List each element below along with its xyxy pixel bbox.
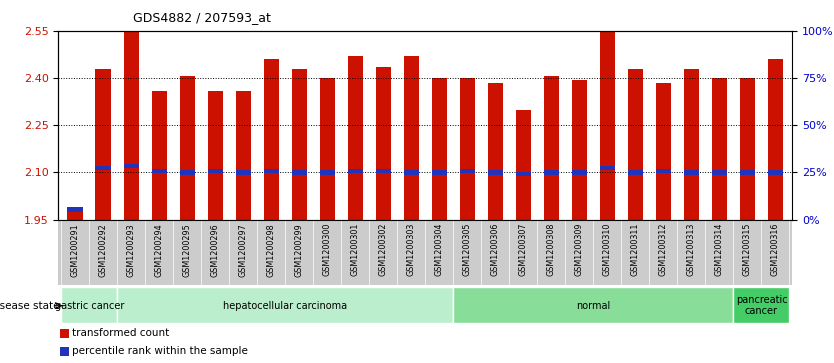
Text: GSM1200310: GSM1200310: [603, 223, 612, 276]
Bar: [600, 166, 615, 170]
Text: GSM1200304: GSM1200304: [435, 223, 444, 276]
Text: GSM1200292: GSM1200292: [98, 223, 108, 277]
Bar: [571, 170, 587, 175]
Bar: [488, 170, 503, 175]
Bar: [68, 207, 83, 212]
Text: GSM1200294: GSM1200294: [155, 223, 163, 277]
Text: GSM1200302: GSM1200302: [379, 223, 388, 276]
Bar: [264, 59, 279, 220]
Bar: [152, 169, 167, 173]
Text: GSM1200295: GSM1200295: [183, 223, 192, 277]
Text: GSM1200299: GSM1200299: [294, 223, 304, 277]
Bar: [656, 169, 671, 173]
Bar: [628, 170, 643, 175]
Text: GSM1200309: GSM1200309: [575, 223, 584, 276]
Bar: [460, 169, 475, 173]
Bar: [348, 169, 363, 173]
Bar: [544, 170, 559, 175]
Text: percentile rank within the sample: percentile rank within the sample: [73, 346, 249, 356]
Bar: [60, 347, 69, 356]
Bar: [768, 59, 783, 220]
Text: GSM1200313: GSM1200313: [687, 223, 696, 276]
Text: GSM1200307: GSM1200307: [519, 223, 528, 276]
Bar: [600, 32, 615, 220]
Bar: [432, 78, 447, 220]
Bar: [61, 287, 118, 323]
Bar: [235, 170, 251, 175]
Text: GSM1200291: GSM1200291: [71, 223, 80, 277]
Text: GSM1200303: GSM1200303: [407, 223, 416, 276]
Bar: [432, 170, 447, 175]
Bar: [152, 91, 167, 220]
Bar: [375, 67, 391, 220]
Bar: [123, 32, 139, 220]
Bar: [123, 164, 139, 168]
Text: GSM1200296: GSM1200296: [211, 223, 219, 277]
Bar: [60, 329, 69, 338]
Text: GSM1200308: GSM1200308: [547, 223, 556, 276]
Bar: [768, 170, 783, 175]
Text: GSM1200315: GSM1200315: [743, 223, 752, 276]
Text: GSM1200293: GSM1200293: [127, 223, 136, 277]
Bar: [711, 78, 727, 220]
Bar: [711, 170, 727, 175]
Bar: [404, 170, 419, 175]
Text: GSM1200297: GSM1200297: [239, 223, 248, 277]
Bar: [208, 91, 223, 220]
Text: GSM1200305: GSM1200305: [463, 223, 472, 276]
Bar: [68, 212, 83, 220]
Text: GDS4882 / 207593_at: GDS4882 / 207593_at: [133, 11, 271, 24]
Bar: [375, 169, 391, 173]
Bar: [460, 78, 475, 220]
Bar: [348, 56, 363, 220]
Bar: [96, 69, 111, 220]
Text: GSM1200298: GSM1200298: [267, 223, 276, 277]
Text: GSM1200311: GSM1200311: [631, 223, 640, 276]
Text: normal: normal: [576, 301, 610, 311]
Bar: [58, 220, 792, 285]
Text: pancreatic
cancer: pancreatic cancer: [736, 295, 787, 317]
Bar: [515, 172, 531, 176]
Bar: [628, 69, 643, 220]
Bar: [656, 83, 671, 220]
Text: GSM1200312: GSM1200312: [659, 223, 668, 276]
Bar: [404, 56, 419, 220]
Bar: [684, 170, 699, 175]
Bar: [740, 170, 755, 175]
Text: GSM1200301: GSM1200301: [351, 223, 359, 276]
Bar: [208, 169, 223, 173]
Bar: [235, 91, 251, 220]
Bar: [179, 77, 195, 220]
Text: GSM1200306: GSM1200306: [491, 223, 500, 276]
Bar: [740, 78, 755, 220]
Bar: [264, 169, 279, 173]
Bar: [488, 83, 503, 220]
Bar: [292, 170, 307, 175]
Bar: [733, 287, 790, 323]
Bar: [515, 110, 531, 220]
Text: GSM1200300: GSM1200300: [323, 223, 332, 276]
Text: GSM1200316: GSM1200316: [771, 223, 780, 276]
Text: transformed count: transformed count: [73, 328, 169, 338]
Text: gastric cancer: gastric cancer: [54, 301, 124, 311]
Bar: [544, 77, 559, 220]
Text: hepatocellular carcinoma: hepatocellular carcinoma: [224, 301, 347, 311]
Bar: [454, 287, 733, 323]
Text: disease state: disease state: [0, 301, 60, 311]
Bar: [319, 170, 335, 175]
Bar: [292, 69, 307, 220]
Bar: [571, 79, 587, 220]
Bar: [118, 287, 454, 323]
Bar: [96, 166, 111, 170]
Bar: [319, 78, 335, 220]
Text: GSM1200314: GSM1200314: [715, 223, 724, 276]
Bar: [179, 170, 195, 175]
Bar: [684, 69, 699, 220]
